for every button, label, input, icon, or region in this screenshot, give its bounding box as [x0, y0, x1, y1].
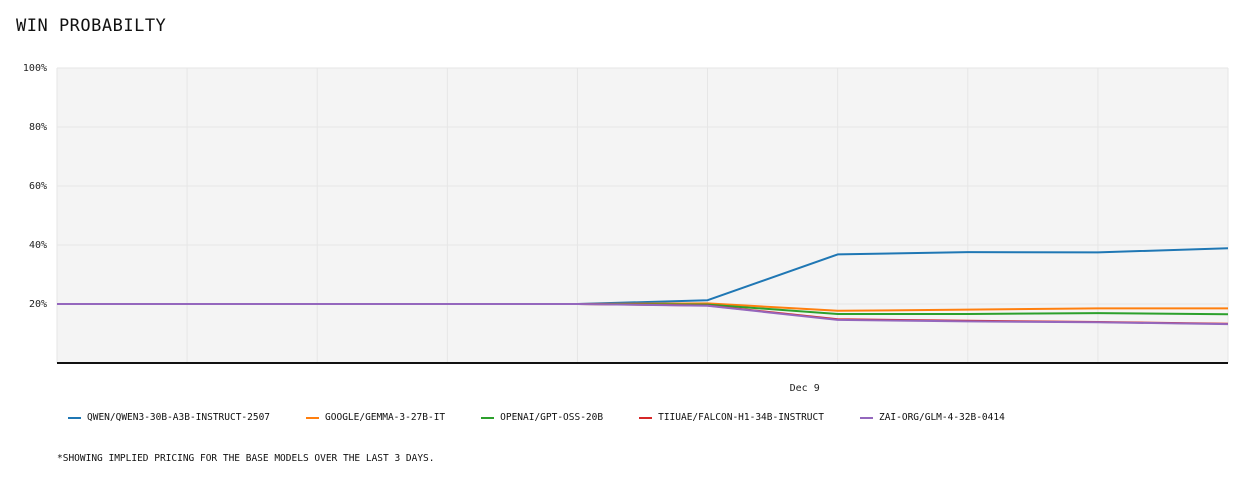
- legend-swatch: [639, 416, 653, 419]
- legend-label: GOOGLE/GEMMA-3-27B-IT: [325, 412, 446, 423]
- legend-item[interactable]: TIIUAE/FALCON-H1-34B-INSTRUCT: [639, 412, 824, 423]
- footnote: *SHOWING IMPLIED PRICING FOR THE BASE MO…: [57, 453, 435, 464]
- series-line-4: [57, 303, 1229, 326]
- y-tick-label: 100%: [23, 63, 47, 74]
- legend-item[interactable]: QWEN/QWEN3-30B-A3B-INSTRUCT-2507: [68, 412, 270, 423]
- y-tick-label: 80%: [29, 122, 47, 133]
- legend-label: QWEN/QWEN3-30B-A3B-INSTRUCT-2507: [87, 412, 271, 423]
- legend-item[interactable]: GOOGLE/GEMMA-3-27B-IT: [306, 412, 445, 423]
- legend-item[interactable]: OPENAI/GPT-OSS-20B: [481, 412, 603, 423]
- y-tick-label: 40%: [29, 240, 47, 251]
- legend-label: ZAI-ORG/GLM-4-32B-0414: [878, 412, 1005, 423]
- plot-area: [57, 68, 1228, 363]
- y-tick-label: 60%: [29, 181, 47, 192]
- legend-label: TIIUAE/FALCON-H1-34B-INSTRUCT: [658, 412, 824, 423]
- legend-item[interactable]: ZAI-ORG/GLM-4-32B-0414: [859, 412, 1005, 423]
- legend-swatch: [859, 416, 873, 419]
- chart-legend: QWEN/QWEN3-30B-A3B-INSTRUCT-2507 GOOGLE/G…: [68, 412, 1041, 423]
- legend-swatch: [306, 416, 320, 419]
- x-tick-label: Dec 9: [790, 383, 820, 394]
- chart-title: WIN PROBABILTY: [16, 16, 167, 36]
- line-chart: 20% 40% 60% 80% 100% Dec 9: [23, 63, 1229, 394]
- y-tick-label: 20%: [29, 299, 47, 310]
- legend-swatch: [481, 416, 495, 419]
- legend-swatch: [68, 416, 81, 419]
- legend-label: OPENAI/GPT-OSS-20B: [500, 412, 604, 423]
